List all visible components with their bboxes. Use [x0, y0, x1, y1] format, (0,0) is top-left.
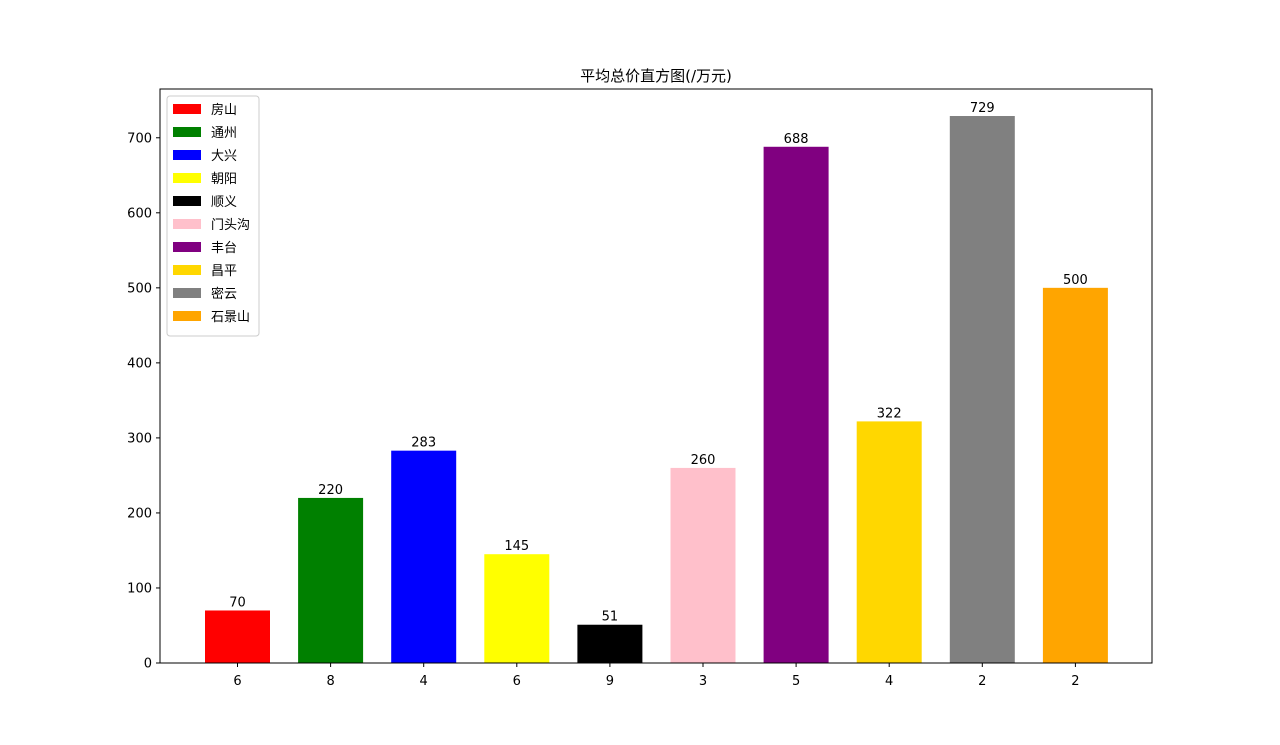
bar-value-label: 220 — [318, 483, 343, 498]
legend-item-label: 昌平 — [211, 264, 237, 279]
y-tick-label: 700 — [127, 131, 152, 146]
bar-7 — [763, 146, 829, 664]
legend-swatch — [173, 127, 201, 137]
legend-item-label: 朝阳 — [211, 172, 237, 187]
x-tick-label: 6 — [513, 674, 521, 689]
x-tick-label: 6 — [233, 674, 241, 689]
y-axis: 0 100 200 300 400 500 600 700 — [127, 131, 160, 672]
bar-value-label: 145 — [504, 539, 529, 554]
bar-value-label: 70 — [229, 595, 246, 610]
y-tick-label: 500 — [127, 281, 152, 296]
x-tick-label: 8 — [326, 674, 334, 689]
legend-item-label: 密云 — [211, 286, 237, 302]
legend-item-label: 门头沟 — [211, 218, 250, 233]
bar-1 — [205, 610, 270, 663]
bar-8 — [856, 421, 922, 663]
x-tick-label: 3 — [699, 674, 707, 689]
legend-swatch — [173, 288, 201, 298]
bar-value-label: 260 — [691, 453, 716, 468]
x-tick-label: 2 — [1071, 674, 1079, 689]
legend-swatch — [173, 265, 201, 275]
bar-10 — [1042, 287, 1108, 663]
y-tick-label: 300 — [127, 431, 152, 446]
bar-value-label: 729 — [970, 101, 995, 116]
bar-value-label: 688 — [784, 132, 809, 147]
bar-5 — [577, 624, 643, 663]
legend-swatch — [173, 196, 201, 206]
bar-9 — [949, 116, 1015, 663]
y-tick-label: 0 — [144, 657, 152, 672]
legend-item-label: 顺义 — [211, 195, 237, 210]
bar-value-labels: 70 220 283 145 51 260 688 322 729 500 — [229, 101, 1088, 625]
bar-3 — [391, 450, 457, 663]
legend-swatch — [173, 219, 201, 229]
bar-6 — [670, 467, 736, 663]
legend-swatch — [173, 242, 201, 252]
x-axis: 6 8 4 6 9 3 5 4 2 2 — [233, 663, 1080, 689]
bar-value-label: 322 — [877, 406, 902, 421]
bar-value-label: 51 — [602, 610, 619, 625]
legend-item-label: 通州 — [211, 126, 237, 141]
legend-swatch — [173, 150, 201, 160]
bar-value-label: 500 — [1063, 273, 1088, 288]
bar-2 — [298, 497, 364, 663]
legend-swatch — [173, 173, 201, 183]
y-tick-label: 100 — [127, 581, 152, 596]
y-tick-label: 200 — [127, 506, 152, 521]
legend-swatch — [173, 104, 201, 114]
x-tick-label: 9 — [606, 674, 614, 689]
y-tick-label: 400 — [127, 356, 152, 371]
x-tick-label: 4 — [885, 674, 893, 689]
bar-value-label: 283 — [411, 436, 436, 451]
legend-item-label: 丰台 — [211, 241, 237, 256]
legend-item-label: 大兴 — [211, 149, 237, 164]
plot-bars — [205, 116, 1108, 664]
x-tick-label: 5 — [792, 674, 800, 689]
x-tick-label: 4 — [420, 674, 428, 689]
legend-swatch — [173, 311, 201, 321]
chart-title: 平均总价直方图(/万元) — [580, 67, 732, 85]
legend-item-label: 房山 — [211, 102, 237, 118]
legend-item-label: 石景山 — [211, 310, 250, 325]
x-tick-label: 2 — [978, 674, 986, 689]
plot-frame — [159, 88, 1153, 664]
y-tick-label: 600 — [127, 206, 152, 221]
bar-4 — [484, 554, 550, 663]
